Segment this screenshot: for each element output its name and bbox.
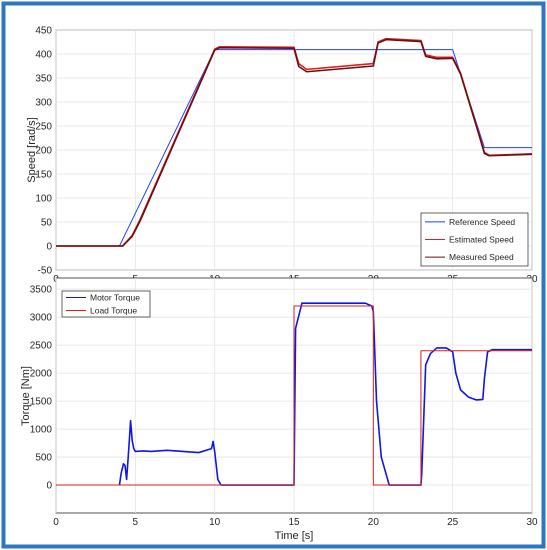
legend-entry-label: Estimated Speed	[449, 235, 514, 245]
torque-x-tick-labels: 0 5 10 15 20 25 30	[53, 517, 538, 528]
x-tick-label: 25	[447, 517, 459, 528]
y-tick-label: 100	[35, 194, 52, 205]
y-tick-label: 3000	[30, 313, 53, 324]
series-line-measured-speed	[56, 38, 533, 247]
x-tick-label: 20	[368, 517, 380, 528]
x-tick-label: 15	[288, 517, 300, 528]
y-tick-label: 250	[35, 122, 52, 133]
torque-y-tick-labels: 0 500 1000 1500 2000 2500 3000 3500	[30, 285, 53, 492]
y-tick-label: 500	[35, 453, 52, 464]
y-tick-label: 200	[35, 146, 52, 157]
speed-y-axis-label: Speed [rad/s]	[26, 117, 38, 182]
legend-entry-label: Motor Torque	[90, 293, 140, 303]
y-tick-label: 1500	[30, 397, 53, 408]
y-tick-label: 2000	[30, 369, 53, 380]
y-tick-label: 350	[35, 74, 52, 85]
series-line-load-torque	[56, 305, 532, 486]
y-tick-label: 0	[46, 481, 52, 492]
torque-series-group	[56, 302, 532, 486]
y-tick-label: 3500	[30, 285, 53, 296]
speed-legend: Reference Speed Estimated Speed Measured S…	[420, 212, 529, 267]
x-tick-label: 0	[53, 517, 59, 528]
y-tick-label: 300	[35, 98, 52, 109]
speed-series-group	[56, 37, 533, 247]
legend-entry-label: Load Torque	[90, 306, 137, 316]
legend-entry-label: Reference Speed	[449, 217, 515, 227]
y-tick-label: 150	[35, 170, 52, 181]
torque-legend: Motor Torque Load Torque	[61, 290, 151, 318]
y-tick-label: 450	[35, 26, 52, 37]
series-line-motor-torque	[118, 302, 532, 486]
x-tick-label: 10	[209, 517, 221, 528]
y-tick-label: 400	[35, 50, 52, 61]
y-tick-label: 0	[46, 242, 52, 253]
speed-y-tick-labels: -50 0 50 100 150 200 250 300 350 400 450	[35, 26, 52, 277]
legend-entry-label: Measured Speed	[449, 252, 514, 262]
speed-grid	[55, 29, 533, 271]
time-x-axis-label: Time [s]	[275, 530, 314, 542]
legend-box	[61, 290, 151, 318]
y-tick-label: 1000	[30, 425, 53, 436]
y-tick-label: 2500	[30, 341, 53, 352]
y-tick-label: 50	[41, 218, 53, 229]
y-tick-label: -50	[38, 266, 53, 277]
torque-panel: 0 500 1000 1500 2000 2500 3000 3500 0 5 10 15 20 25 3…	[20, 277, 538, 542]
torque-y-axis-label: Torque [Nm]	[20, 366, 32, 426]
x-tick-label: 5	[133, 517, 139, 528]
x-tick-label: 30	[526, 517, 538, 528]
